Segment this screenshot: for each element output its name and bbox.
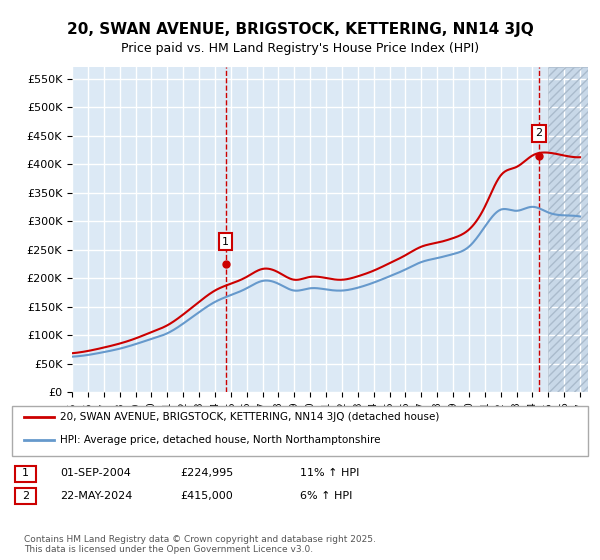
Text: 1: 1: [22, 468, 29, 478]
Text: 20, SWAN AVENUE, BRIGSTOCK, KETTERING, NN14 3JQ (detached house): 20, SWAN AVENUE, BRIGSTOCK, KETTERING, N…: [60, 412, 439, 422]
Text: 01-SEP-2004: 01-SEP-2004: [60, 468, 131, 478]
Text: 2: 2: [535, 128, 542, 138]
Text: Price paid vs. HM Land Registry's House Price Index (HPI): Price paid vs. HM Land Registry's House …: [121, 42, 479, 55]
Bar: [548, 67, 588, 392]
Text: £415,000: £415,000: [180, 491, 233, 501]
Text: 6% ↑ HPI: 6% ↑ HPI: [300, 491, 352, 501]
Text: HPI: Average price, detached house, North Northamptonshire: HPI: Average price, detached house, Nort…: [60, 435, 380, 445]
Text: 22-MAY-2024: 22-MAY-2024: [60, 491, 133, 501]
Text: Contains HM Land Registry data © Crown copyright and database right 2025.
This d: Contains HM Land Registry data © Crown c…: [24, 535, 376, 554]
Bar: [548, 67, 588, 392]
Text: 1: 1: [222, 237, 229, 247]
Text: £224,995: £224,995: [180, 468, 233, 478]
Text: 2: 2: [22, 491, 29, 501]
Text: 11% ↑ HPI: 11% ↑ HPI: [300, 468, 359, 478]
Text: 20, SWAN AVENUE, BRIGSTOCK, KETTERING, NN14 3JQ: 20, SWAN AVENUE, BRIGSTOCK, KETTERING, N…: [67, 22, 533, 38]
